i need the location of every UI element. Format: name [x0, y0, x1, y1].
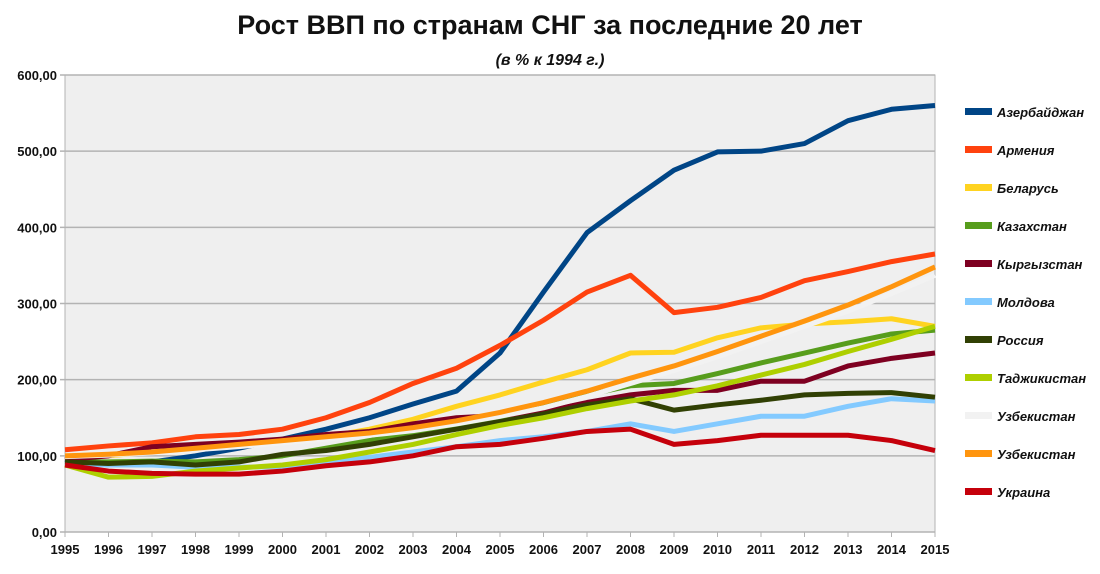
y-tick-label: 500,00 [17, 144, 57, 159]
chart-title: Рост ВВП по странам СНГ за последние 20 … [237, 10, 863, 40]
y-tick-label: 600,00 [17, 68, 57, 83]
x-tick-label: 2013 [834, 542, 863, 557]
chart-subtitle: (в % к 1994 г.) [495, 52, 605, 69]
legend-label: Молдова [997, 295, 1055, 310]
legend-label: Беларусь [997, 181, 1059, 196]
x-tick-label: 2012 [790, 542, 819, 557]
x-tick-label: 2010 [703, 542, 732, 557]
x-tick-label: 2005 [486, 542, 515, 557]
x-tick-label: 2001 [312, 542, 341, 557]
x-tick-label: 1997 [138, 542, 167, 557]
legend-label: Азербайджан [996, 105, 1084, 120]
y-tick-label: 0,00 [32, 525, 57, 540]
legend-label: Узбекистан [997, 447, 1076, 462]
legend-swatch [965, 260, 992, 267]
series-line-1 [64, 251, 936, 453]
legend-label: Кыргызстан [997, 257, 1083, 272]
x-tick-label: 2004 [442, 542, 472, 557]
series-line-10 [64, 426, 936, 477]
legend-swatch [965, 450, 992, 457]
series-line-0 [64, 102, 936, 468]
legend-swatch [965, 222, 992, 229]
x-tick-label: 2003 [399, 542, 428, 557]
x-tick-label: 2006 [529, 542, 558, 557]
legend-swatch [965, 488, 992, 495]
legend-swatch [965, 184, 992, 191]
x-tick-label: 2014 [877, 542, 907, 557]
legend-label: Казахстан [997, 219, 1067, 234]
x-tick-label: 2009 [660, 542, 689, 557]
legend-label: Россия [997, 333, 1044, 348]
x-tick-label: 2011 [747, 542, 775, 557]
series-line-9 [64, 264, 937, 459]
x-tick-label: 2002 [355, 542, 384, 557]
x-tick-label: 1999 [225, 542, 254, 557]
legend-swatch [965, 146, 992, 153]
legend-label: Украина [997, 485, 1050, 500]
legend-label: Таджикистан [997, 371, 1086, 386]
y-tick-label: 200,00 [17, 373, 57, 388]
legend-swatch [965, 374, 992, 381]
x-tick-label: 1998 [181, 542, 210, 557]
legend-swatch [965, 412, 992, 419]
legend-label: Армения [996, 143, 1055, 158]
series-line-7 [64, 323, 936, 480]
x-tick-label: 1996 [94, 542, 123, 557]
series-line-5 [64, 396, 936, 470]
x-tick-label: 1995 [51, 542, 80, 557]
series-line-6 [64, 390, 936, 468]
x-tick-label: 2008 [616, 542, 645, 557]
legend-swatch [965, 108, 992, 115]
legend-swatch [965, 298, 992, 305]
x-tick-label: 2000 [268, 542, 297, 557]
y-tick-label: 300,00 [17, 297, 57, 312]
y-tick-label: 100,00 [17, 449, 57, 464]
x-tick-label: 2007 [573, 542, 602, 557]
legend-label: Узбекистан [997, 409, 1076, 424]
legend-swatch [965, 336, 992, 343]
y-tick-label: 400,00 [17, 220, 57, 235]
x-tick-label: 2015 [921, 542, 950, 557]
